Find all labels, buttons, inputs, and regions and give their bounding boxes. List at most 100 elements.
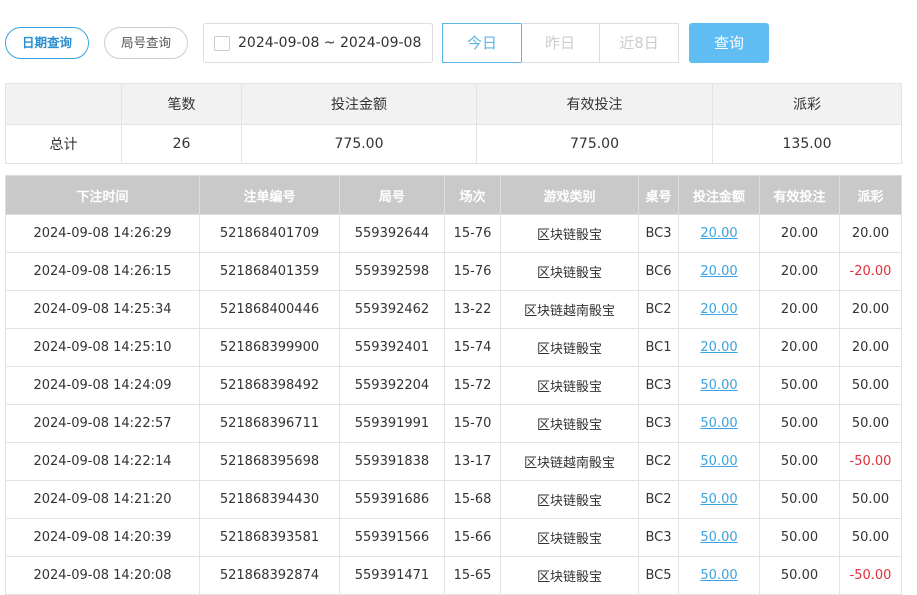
header-cell [5, 83, 122, 125]
cell: 2024-09-08 14:25:34 [5, 290, 200, 329]
cell: -50.00 [839, 442, 902, 481]
cell: 区块链骰宝 [500, 214, 639, 253]
cell: 50.00 [759, 518, 840, 557]
cell: BC1 [638, 328, 679, 367]
cell: 521868400446 [199, 290, 340, 329]
quick-button[interactable]: 昨日 [521, 23, 600, 63]
cell: 559392598 [339, 252, 445, 291]
cell: 区块链骰宝 [500, 518, 639, 557]
cell: 区块链骰宝 [500, 366, 639, 405]
cell: 区块链骰宝 [500, 556, 639, 595]
cell[interactable]: 50.00 [678, 556, 760, 595]
cell: 521868396711 [199, 404, 340, 443]
cell: 26 [121, 124, 242, 164]
cell: 20.00 [759, 328, 840, 367]
cell: 15-76 [444, 214, 501, 253]
cell: 区块链越南骰宝 [500, 442, 639, 481]
row: 2024-09-08 14:26:29 521868401709 559392644… [5, 214, 902, 253]
cell: 50.00 [839, 366, 902, 405]
cell: 521868392874 [199, 556, 340, 595]
header-cell: 笔数 [121, 83, 242, 125]
cell[interactable]: 20.00 [678, 214, 760, 253]
detail-table: 下注时间 注单编号 局号 场次 游戏类别 桌号 投注金额 有效投注 派彩 2024-09-08 … [5, 175, 902, 595]
cell[interactable]: 50.00 [678, 404, 760, 443]
header-cell: 派彩 [839, 175, 902, 215]
header-cell: 有效投注 [476, 83, 713, 125]
cell: 15-65 [444, 556, 501, 595]
detail-header: 下注时间 注单编号 局号 场次 游戏类别 桌号 投注金额 有效投注 派彩 [5, 175, 902, 215]
cell: 521868395698 [199, 442, 340, 481]
cell: 775.00 [476, 124, 713, 164]
cell: 559392462 [339, 290, 445, 329]
cell[interactable]: 20.00 [678, 328, 760, 367]
cell: 区块链骰宝 [500, 252, 639, 291]
cell: 20.00 [839, 290, 902, 329]
header-cell: 投注金额 [678, 175, 760, 215]
cell: 135.00 [712, 124, 902, 164]
cell: 50.00 [839, 518, 902, 557]
header-cell: 投注金额 [241, 83, 477, 125]
cell: BC2 [638, 480, 679, 519]
cell: 50.00 [839, 404, 902, 443]
cell: BC6 [638, 252, 679, 291]
cell: 区块链骰宝 [500, 404, 639, 443]
cell: BC3 [638, 518, 679, 557]
row: 2024-09-08 14:25:10 521868399900 559392401… [5, 328, 902, 367]
cell: 20.00 [759, 290, 840, 329]
cell: 13-22 [444, 290, 501, 329]
cell: 50.00 [759, 404, 840, 443]
summary-table: 笔数 投注金额 有效投注 派彩 总计 26 775.00 775.00 135.00 [5, 83, 902, 164]
cell: 20.00 [839, 214, 902, 253]
cell: 2024-09-08 14:20:08 [5, 556, 200, 595]
quick-button[interactable]: 今日 [442, 23, 522, 63]
cell: 521868393581 [199, 518, 340, 557]
cell[interactable]: 50.00 [678, 442, 760, 481]
cell[interactable]: 50.00 [678, 366, 760, 405]
cell: -20.00 [839, 252, 902, 291]
cell: 50.00 [759, 442, 840, 481]
cell: 559392204 [339, 366, 445, 405]
cell: 15-66 [444, 518, 501, 557]
cell: BC3 [638, 366, 679, 405]
row: 2024-09-08 14:20:39 521868393581 559391566… [5, 518, 902, 557]
cell: 区块链越南骰宝 [500, 290, 639, 329]
search-button[interactable]: 查询 [689, 23, 769, 63]
summary-header: 笔数 投注金额 有效投注 派彩 [5, 83, 902, 125]
row: 2024-09-08 14:26:15 521868401359 559392598… [5, 252, 902, 291]
cell: 15-76 [444, 252, 501, 291]
cell: 15-68 [444, 480, 501, 519]
cell: 2024-09-08 14:21:20 [5, 480, 200, 519]
header-cell: 局号 [339, 175, 445, 215]
quick-button[interactable]: 近8日 [600, 23, 679, 63]
cell: 559391991 [339, 404, 445, 443]
cell: 2024-09-08 14:24:09 [5, 366, 200, 405]
header-cell: 有效投注 [759, 175, 840, 215]
header-cell: 场次 [444, 175, 501, 215]
cell: 总计 [5, 124, 122, 164]
header-cell: 桌号 [638, 175, 679, 215]
tab[interactable]: 日期查询 [5, 27, 89, 59]
cell: 20.00 [759, 214, 840, 253]
cell: 区块链骰宝 [500, 480, 639, 519]
date-range[interactable]: 2024-09-08 ~ 2024-09-08 [203, 23, 433, 63]
cell: 2024-09-08 14:20:39 [5, 518, 200, 557]
summary-row: 总计 26 775.00 775.00 135.00 [5, 124, 902, 164]
cell: 521868401709 [199, 214, 340, 253]
row: 2024-09-08 14:22:57 521868396711 559391991… [5, 404, 902, 443]
cell: 559392644 [339, 214, 445, 253]
cell: 2024-09-08 14:22:14 [5, 442, 200, 481]
cell[interactable]: 20.00 [678, 290, 760, 329]
tab[interactable]: 局号查询 [104, 27, 188, 59]
cell[interactable]: 20.00 [678, 252, 760, 291]
row: 2024-09-08 14:22:14 521868395698 559391838… [5, 442, 902, 481]
cell: 50.00 [759, 556, 840, 595]
cell: 20.00 [839, 328, 902, 367]
cell: 2024-09-08 14:25:10 [5, 328, 200, 367]
cell: BC2 [638, 290, 679, 329]
cell: 2024-09-08 14:22:57 [5, 404, 200, 443]
cell: 15-70 [444, 404, 501, 443]
cell[interactable]: 50.00 [678, 518, 760, 557]
cell: 559391566 [339, 518, 445, 557]
cell[interactable]: 50.00 [678, 480, 760, 519]
header-cell: 游戏类别 [500, 175, 639, 215]
